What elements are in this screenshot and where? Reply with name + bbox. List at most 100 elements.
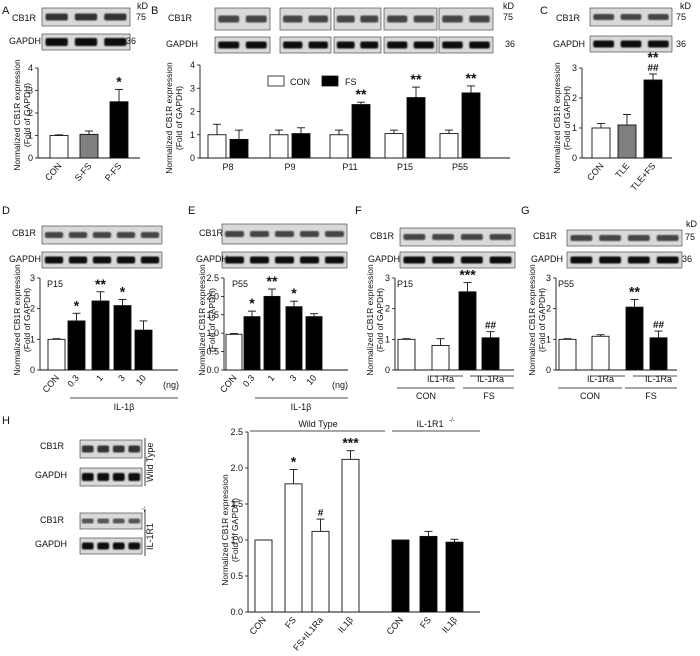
blot-c-cb1r <box>589 7 673 27</box>
ytick-label-F: 2 <box>385 304 390 314</box>
sig-mark-H-1: * <box>291 453 297 469</box>
xtick-label-B-1: P9 <box>284 162 295 172</box>
xtick-label-D-4: 10 <box>134 373 148 387</box>
xtick-label-E-3: 3 <box>288 373 299 383</box>
wt-blot-label: Wild Type <box>145 443 155 482</box>
gapdh-label-h-ko: GAPDH <box>35 539 67 549</box>
chart-B: 0 1 2 3 4 P8 P9 ** P11 ** P15 ** P55 <box>190 60 510 172</box>
xtick-label-D-0: CON <box>41 373 62 395</box>
ylabel-c: Normalized CB1R expression <box>552 62 562 174</box>
blot-g-cb1r <box>566 229 683 247</box>
ylabel2-h: (Fold of GAPDH) <box>230 498 240 562</box>
xtick-label-A-1: S-FS <box>73 161 94 183</box>
xtick-label-E-4: 10 <box>304 373 318 387</box>
bar-E-3 <box>285 306 303 371</box>
panel-letter-g: G <box>521 205 530 217</box>
xtick-label-H-0: CON <box>248 615 269 637</box>
bar-D-2 <box>91 300 110 371</box>
ytick-label-E: 0.5 <box>206 347 219 357</box>
bar-B-fs-2 <box>351 104 371 159</box>
ytick-label-H: 2.5 <box>230 427 243 437</box>
bar-F-1 <box>431 345 450 371</box>
blot-b-gapdh-0 <box>214 36 271 54</box>
blot-b-cb1r-0 <box>214 7 271 31</box>
mw75-label-c: 75 <box>676 12 686 22</box>
ytick-label-D: 1 <box>30 334 35 344</box>
xtick-label-H-5: FS <box>418 615 433 630</box>
ytick-label-A: 4 <box>28 63 33 73</box>
group1-g: CON <box>580 391 600 401</box>
mw36-label-g: 36 <box>682 254 692 264</box>
bar-B-con-0 <box>207 134 227 159</box>
bar-B-con-1 <box>269 134 289 159</box>
kd-label-c: kD <box>680 1 692 11</box>
xtick-label-C-0: CON <box>585 161 606 183</box>
ylabel2-d: (Fold of GAPDH) <box>22 288 32 352</box>
sig-mark-H-2: # <box>318 508 324 519</box>
blot-b-cb1r-4 <box>438 7 494 31</box>
sig-mark-C-2: ** <box>648 49 659 65</box>
chart-G: 0 1 2 3 IL-1Ra ** ## IL-1Ra <box>546 273 677 384</box>
ylabel-a: Normalized CB1R expression <box>12 59 22 171</box>
cb1r-label-h-wt: CB1R <box>40 441 65 451</box>
gapdh-label-d: GAPDH <box>9 254 41 264</box>
bar-C-1 <box>617 124 637 159</box>
sig-mark-C-m2-2: ## <box>647 63 659 74</box>
ylabel-e: Normalized CB1R expression <box>197 264 207 376</box>
ylabel2-c: (Fold of GAPDH) <box>562 86 572 150</box>
kd-label-g: kD <box>686 219 698 229</box>
gapdh-label-g: GAPDH <box>531 254 563 264</box>
legend-b: CON FS <box>267 75 357 87</box>
bar-A-0 <box>49 135 69 159</box>
sig-mark-D-3: * <box>120 283 126 299</box>
ylabel-f: Normalized CB1R expression <box>365 264 375 376</box>
bar-F-3 <box>481 337 500 371</box>
ytick-label-B: 0 <box>190 153 195 163</box>
panel-letter-e: E <box>188 205 195 217</box>
ytick-label-H: 1.5 <box>230 499 243 509</box>
ytick-label-C: 1 <box>572 123 577 133</box>
panel-letter-b: B <box>151 5 158 17</box>
ylabel2-g: (Fold of GAPDH) <box>537 288 547 352</box>
gapdh-label-a: GAPDH <box>9 36 41 46</box>
blot-h-ko-cb1r <box>79 512 143 530</box>
ylabel-b: Normalized CB1R expression <box>164 62 174 174</box>
bar-D-0 <box>47 338 66 371</box>
blot-g-gapdh <box>566 251 683 269</box>
ytick-label-A: 0 <box>28 153 33 163</box>
blot-b-gapdh-2 <box>333 36 382 54</box>
ytick-label-B: 2 <box>190 107 195 117</box>
bar-H-2 <box>311 530 330 613</box>
gapdh-label-e: GAPDH <box>196 254 228 264</box>
ko-blot-label-sup: -/- <box>142 506 148 512</box>
ytick-label-E: 1.0 <box>206 328 219 338</box>
panel-letter-h: H <box>2 415 10 427</box>
xtick-label-H-1: FS <box>283 615 298 630</box>
xtick-label-B-4: P55 <box>452 162 468 172</box>
blot-f-cb1r <box>399 227 516 247</box>
blot-e-cb1r <box>221 223 348 245</box>
xgroup-e: IL-1β <box>291 402 312 412</box>
bar-D-1 <box>67 320 86 371</box>
bar-G-3 <box>649 337 668 371</box>
ytick-label-B: 1 <box>190 130 195 140</box>
sig-mark-B-3: ** <box>411 71 422 87</box>
ytick-label-D: 3 <box>30 273 35 283</box>
ytick-label-C: 0 <box>572 153 577 163</box>
blot-h-ko-gapdh <box>79 537 143 555</box>
cb1r-label-e: CB1R <box>199 228 224 238</box>
note-g: P55 <box>558 279 574 289</box>
ytick-label-H: 2.0 <box>230 463 243 473</box>
cb1r-label-g: CB1R <box>533 231 558 241</box>
mw75-label-b: 75 <box>503 12 513 22</box>
blot-h-wt-cb1r <box>79 439 143 459</box>
xtick-label-B-2: P11 <box>342 162 357 172</box>
cb1r-label-b: CB1R <box>168 13 193 23</box>
bar-H-3 <box>341 458 360 613</box>
mw75-label-g: 75 <box>685 232 695 242</box>
ytick-label-G: 3 <box>546 273 551 283</box>
mw36-label-b: 36 <box>505 39 515 49</box>
sig-mark-G-m2-3: ## <box>653 320 665 331</box>
